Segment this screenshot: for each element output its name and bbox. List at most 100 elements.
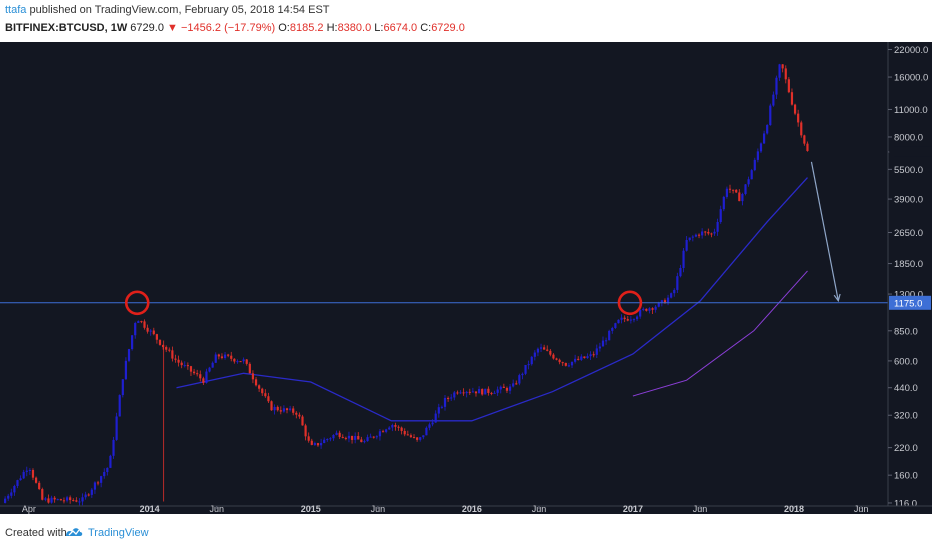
candle-up (518, 375, 521, 384)
candle-up (56, 499, 59, 501)
candle-up (536, 348, 540, 353)
candle-up (716, 222, 719, 232)
y-tick-label: 1300.0 (894, 290, 923, 301)
candle-down (161, 344, 165, 348)
price-chart[interactable]: 22000.016000.011000.08000.06729.05500.03… (0, 42, 932, 514)
y-tick-label: 11000.0 (894, 105, 928, 116)
candle-down (295, 412, 298, 415)
candle-up (499, 386, 502, 390)
candle-down (397, 426, 400, 428)
candle-down (239, 361, 242, 363)
y-tick-label: 16000.0 (894, 73, 928, 84)
candle-down (552, 354, 555, 359)
candle-down (199, 374, 202, 379)
tradingview-logo-icon[interactable] (64, 524, 84, 538)
candle-up (635, 316, 639, 320)
candle-down (403, 430, 406, 435)
candle-up (539, 347, 543, 349)
candle-up (521, 373, 524, 376)
candle-up (682, 250, 685, 268)
candle-down (279, 410, 282, 412)
candle-down (341, 436, 344, 438)
low-label: L: (374, 22, 384, 34)
candle-up (620, 317, 623, 320)
candle-up (16, 480, 19, 486)
candle-down (790, 92, 794, 105)
author-link[interactable]: ttafa (5, 4, 27, 16)
candle-down (267, 396, 270, 402)
candle-down (264, 393, 267, 397)
candle-up (109, 455, 112, 468)
candle-down (168, 349, 171, 351)
candle-up (208, 367, 211, 372)
price-axis[interactable]: 22000.016000.011000.08000.06729.05500.03… (887, 42, 932, 514)
candle-up (747, 179, 750, 185)
candle-up (772, 94, 775, 106)
candle-down (577, 358, 580, 360)
candle-up (242, 359, 245, 362)
candle-down (623, 317, 626, 320)
candle-down (549, 350, 552, 355)
candle-down (781, 64, 784, 69)
candle-up (323, 439, 326, 444)
candle-down (307, 436, 310, 441)
candle-up (660, 300, 663, 303)
candle-up (527, 364, 530, 366)
candle-down (140, 321, 143, 323)
candle-up (778, 64, 781, 78)
candle-down (189, 366, 193, 372)
y-tick-label: 320.0 (894, 411, 918, 422)
symbol-name[interactable]: BITFINEX:BTCUSD, 1W (5, 22, 128, 34)
candle-down (338, 432, 341, 437)
candle-up (496, 389, 499, 393)
candle-down (474, 391, 478, 394)
candle-down (171, 350, 174, 359)
candle-down (558, 359, 561, 363)
candle-up (725, 188, 729, 197)
candle-down (456, 392, 459, 394)
candle-up (530, 356, 533, 365)
candle-up (388, 427, 391, 430)
price-badge (889, 295, 931, 310)
candle-up (694, 234, 698, 237)
candle-up (632, 319, 636, 321)
candle-up (598, 346, 601, 349)
candle-down (143, 321, 146, 328)
candle-up (769, 105, 772, 126)
candle-down (301, 416, 304, 426)
candle-up (422, 435, 425, 438)
candle-up (335, 432, 338, 435)
candle-down (276, 406, 279, 411)
candle-up (465, 391, 468, 394)
candle-up (326, 438, 329, 440)
x-tick-label: Jun (854, 504, 869, 514)
price-axis-bg (888, 42, 932, 514)
candle-up (205, 371, 208, 383)
candle-down (233, 358, 236, 362)
candle-up (369, 436, 372, 438)
candle-up (211, 362, 214, 368)
projection-arrow (810, 161, 839, 301)
candle-down (784, 68, 787, 80)
candle-down (316, 443, 320, 446)
candle-down (505, 387, 509, 391)
candle-down (304, 425, 307, 437)
candle-up (604, 340, 608, 342)
x-tick-label: 2015 (301, 504, 321, 514)
candle-up (608, 330, 611, 341)
candle-down (487, 388, 490, 393)
candle-up (13, 485, 16, 493)
candle-down (357, 435, 360, 440)
candle-up (679, 267, 682, 277)
chart-pane[interactable]: 22000.016000.011000.08000.06729.05500.03… (0, 42, 932, 514)
publish-text: published on TradingView.com, February 0… (26, 4, 330, 16)
candle-down (546, 349, 549, 351)
tradingview-brand[interactable]: TradingView (88, 527, 149, 539)
time-axis[interactable]: Apr 2014 Jun 2015 Jun 2016 Jun 2017 Jun 2018 Jun (0, 504, 932, 514)
candle-down (735, 189, 738, 193)
candle-down (196, 373, 199, 375)
candle-down (626, 319, 629, 321)
candle-up (419, 437, 422, 440)
candle-down (217, 354, 220, 357)
candle-up (319, 443, 323, 446)
